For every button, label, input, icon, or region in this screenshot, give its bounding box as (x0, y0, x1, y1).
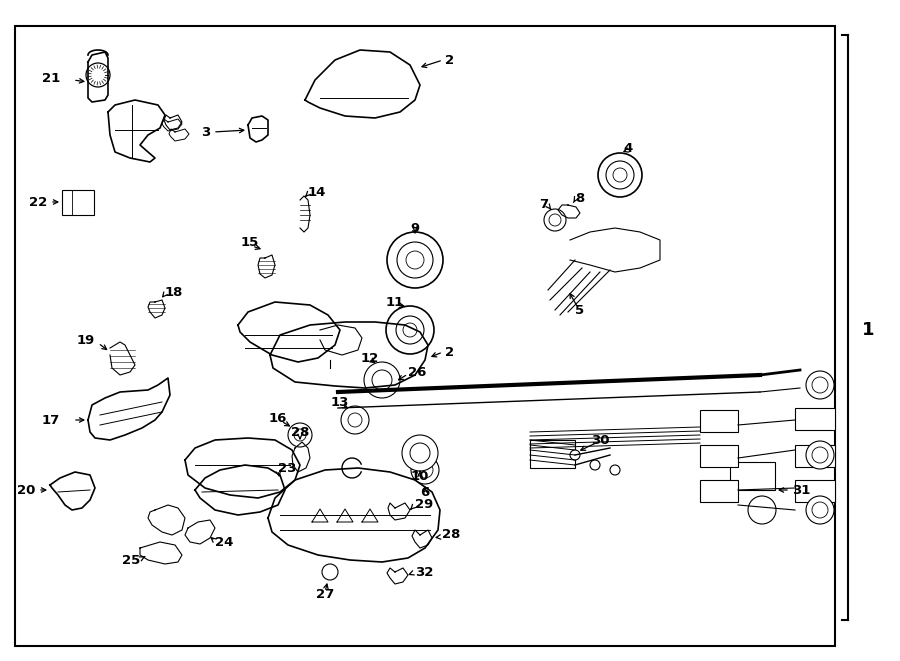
Text: 1: 1 (862, 321, 875, 339)
Text: 17: 17 (41, 414, 60, 426)
Circle shape (812, 447, 828, 463)
Bar (700, 410, 738, 432)
Circle shape (372, 370, 392, 390)
Text: 19: 19 (76, 334, 95, 346)
Circle shape (364, 362, 400, 398)
Circle shape (613, 168, 627, 182)
Circle shape (806, 496, 834, 524)
Text: 26: 26 (408, 366, 427, 379)
Text: 4: 4 (624, 141, 633, 155)
Circle shape (606, 161, 634, 189)
Circle shape (748, 496, 776, 524)
Text: 24: 24 (215, 537, 233, 549)
Text: 2: 2 (445, 346, 455, 358)
Text: 30: 30 (590, 434, 609, 446)
Circle shape (410, 443, 430, 463)
Circle shape (294, 429, 306, 441)
Text: 10: 10 (410, 471, 429, 483)
Text: 9: 9 (410, 221, 419, 235)
Circle shape (806, 371, 834, 399)
Text: 23: 23 (278, 461, 296, 475)
Circle shape (341, 406, 369, 434)
Text: 16: 16 (269, 412, 287, 424)
Circle shape (570, 450, 580, 460)
Text: 8: 8 (575, 192, 584, 204)
Bar (795, 408, 835, 430)
Text: 2: 2 (445, 54, 455, 67)
Circle shape (544, 209, 566, 231)
Bar (730, 462, 775, 490)
Text: 21: 21 (41, 71, 60, 85)
Circle shape (812, 377, 828, 393)
Bar (700, 480, 738, 502)
Text: 29: 29 (415, 498, 433, 512)
Circle shape (417, 462, 433, 478)
Text: 13: 13 (331, 395, 349, 408)
Circle shape (397, 242, 433, 278)
Text: 5: 5 (575, 303, 585, 317)
Text: 32: 32 (415, 566, 434, 578)
Circle shape (806, 441, 834, 469)
Circle shape (403, 323, 417, 337)
Circle shape (402, 435, 438, 471)
Bar (795, 480, 835, 502)
Text: 7: 7 (539, 198, 548, 212)
Text: 20: 20 (16, 483, 35, 496)
Circle shape (549, 214, 561, 226)
Circle shape (396, 316, 424, 344)
Circle shape (590, 460, 600, 470)
Circle shape (86, 63, 110, 87)
Circle shape (610, 465, 620, 475)
Circle shape (387, 232, 443, 288)
Text: 25: 25 (122, 553, 140, 566)
Circle shape (812, 502, 828, 518)
Text: 22: 22 (29, 196, 47, 208)
Text: 6: 6 (420, 485, 429, 498)
Text: 28: 28 (291, 426, 310, 438)
Circle shape (411, 456, 439, 484)
Bar (700, 445, 738, 467)
Text: 31: 31 (792, 483, 810, 496)
Circle shape (322, 564, 338, 580)
Circle shape (288, 423, 312, 447)
Text: 27: 27 (316, 588, 334, 602)
Circle shape (406, 251, 424, 269)
Bar (530, 440, 575, 468)
Text: 15: 15 (241, 237, 259, 249)
Text: 3: 3 (201, 126, 210, 139)
Bar (62, 190, 94, 215)
Circle shape (386, 306, 434, 354)
Bar (795, 445, 835, 467)
Text: 14: 14 (308, 186, 327, 198)
Text: 12: 12 (361, 352, 379, 364)
Circle shape (348, 413, 362, 427)
Circle shape (598, 153, 642, 197)
Text: 18: 18 (165, 286, 184, 299)
Text: 11: 11 (386, 295, 404, 309)
Text: 28: 28 (442, 529, 461, 541)
